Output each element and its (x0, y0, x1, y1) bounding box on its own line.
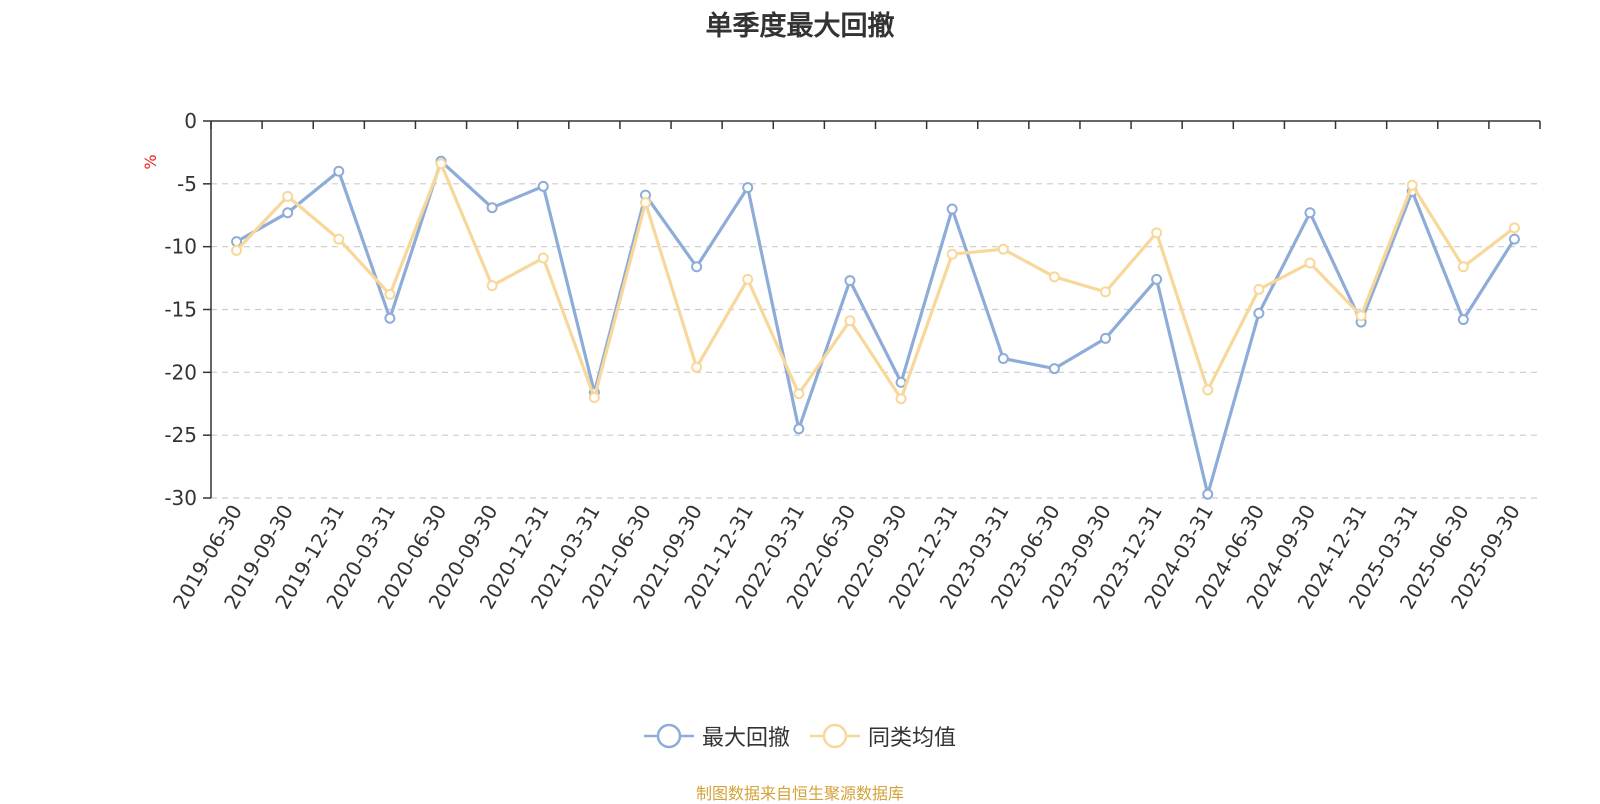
data-point (1508, 222, 1520, 234)
y-axis-label: % (141, 154, 160, 169)
data-point (1100, 286, 1112, 298)
source-note: 制图数据来自恒生聚源数据库 (695, 784, 904, 803)
y-tick-label: -10 (164, 235, 197, 259)
y-tick-label: -30 (164, 486, 197, 510)
series-layer (231, 155, 1520, 500)
data-point (588, 391, 600, 403)
data-point (1457, 314, 1469, 326)
data-point (1253, 283, 1265, 295)
data-point (691, 261, 703, 273)
data-point (1048, 363, 1060, 375)
data-point (946, 203, 958, 215)
series-1 (231, 155, 1520, 500)
data-point (844, 315, 856, 327)
data-point (1202, 384, 1214, 396)
data-point (742, 273, 754, 285)
data-point (231, 244, 243, 256)
grid-lines (211, 183, 1540, 499)
data-point (333, 165, 345, 177)
y-tick-label: -15 (164, 298, 197, 322)
data-point (1048, 271, 1060, 283)
series-line (235, 159, 1516, 496)
y-tick-label: 0 (184, 109, 197, 133)
data-point (1151, 273, 1163, 285)
data-point (537, 252, 549, 264)
data-point (486, 202, 498, 214)
data-point (333, 233, 345, 245)
data-point (1253, 307, 1265, 319)
y-tick-label: -5 (177, 172, 197, 196)
data-point (1151, 227, 1163, 239)
data-point (639, 197, 651, 209)
legend-label: 最大回撤 (701, 726, 790, 751)
y-tick-label: -20 (164, 360, 197, 384)
data-point (537, 180, 549, 192)
data-point (282, 207, 294, 219)
legend-marker-icon (643, 723, 694, 749)
data-point (997, 243, 1009, 255)
data-point (742, 182, 754, 194)
data-point (793, 423, 805, 435)
data-point (1355, 310, 1367, 322)
data-point (1100, 332, 1112, 344)
data-point (691, 361, 703, 373)
data-point (895, 393, 907, 405)
legend: 最大回撤 同类均值 (0, 720, 1600, 752)
y-tick-label: -25 (164, 423, 197, 447)
data-point (1406, 179, 1418, 191)
legend-label: 同类均值 (868, 726, 957, 751)
data-point (435, 158, 447, 170)
series-line (235, 162, 1516, 401)
data-point (1304, 207, 1316, 219)
data-point (1457, 261, 1469, 273)
data-point (946, 248, 958, 260)
data-point (1508, 233, 1520, 245)
legend-marker-icon (810, 723, 860, 749)
axes: 0-5-10-15-20-25-302019-06-302019-09-3020… (164, 109, 1541, 613)
data-point (384, 312, 396, 324)
data-point (282, 190, 294, 202)
legend-item[interactable]: 最大回撤 (643, 720, 790, 752)
data-point (997, 353, 1009, 365)
data-point (1304, 257, 1316, 269)
series-2 (231, 158, 1520, 405)
chart-title: 单季度最大回撤 (705, 11, 895, 42)
data-point (1202, 488, 1214, 500)
data-point (793, 388, 805, 400)
data-point (486, 280, 498, 292)
data-point (844, 275, 856, 287)
data-point (384, 288, 396, 300)
legend-item[interactable]: 同类均值 (810, 720, 956, 752)
